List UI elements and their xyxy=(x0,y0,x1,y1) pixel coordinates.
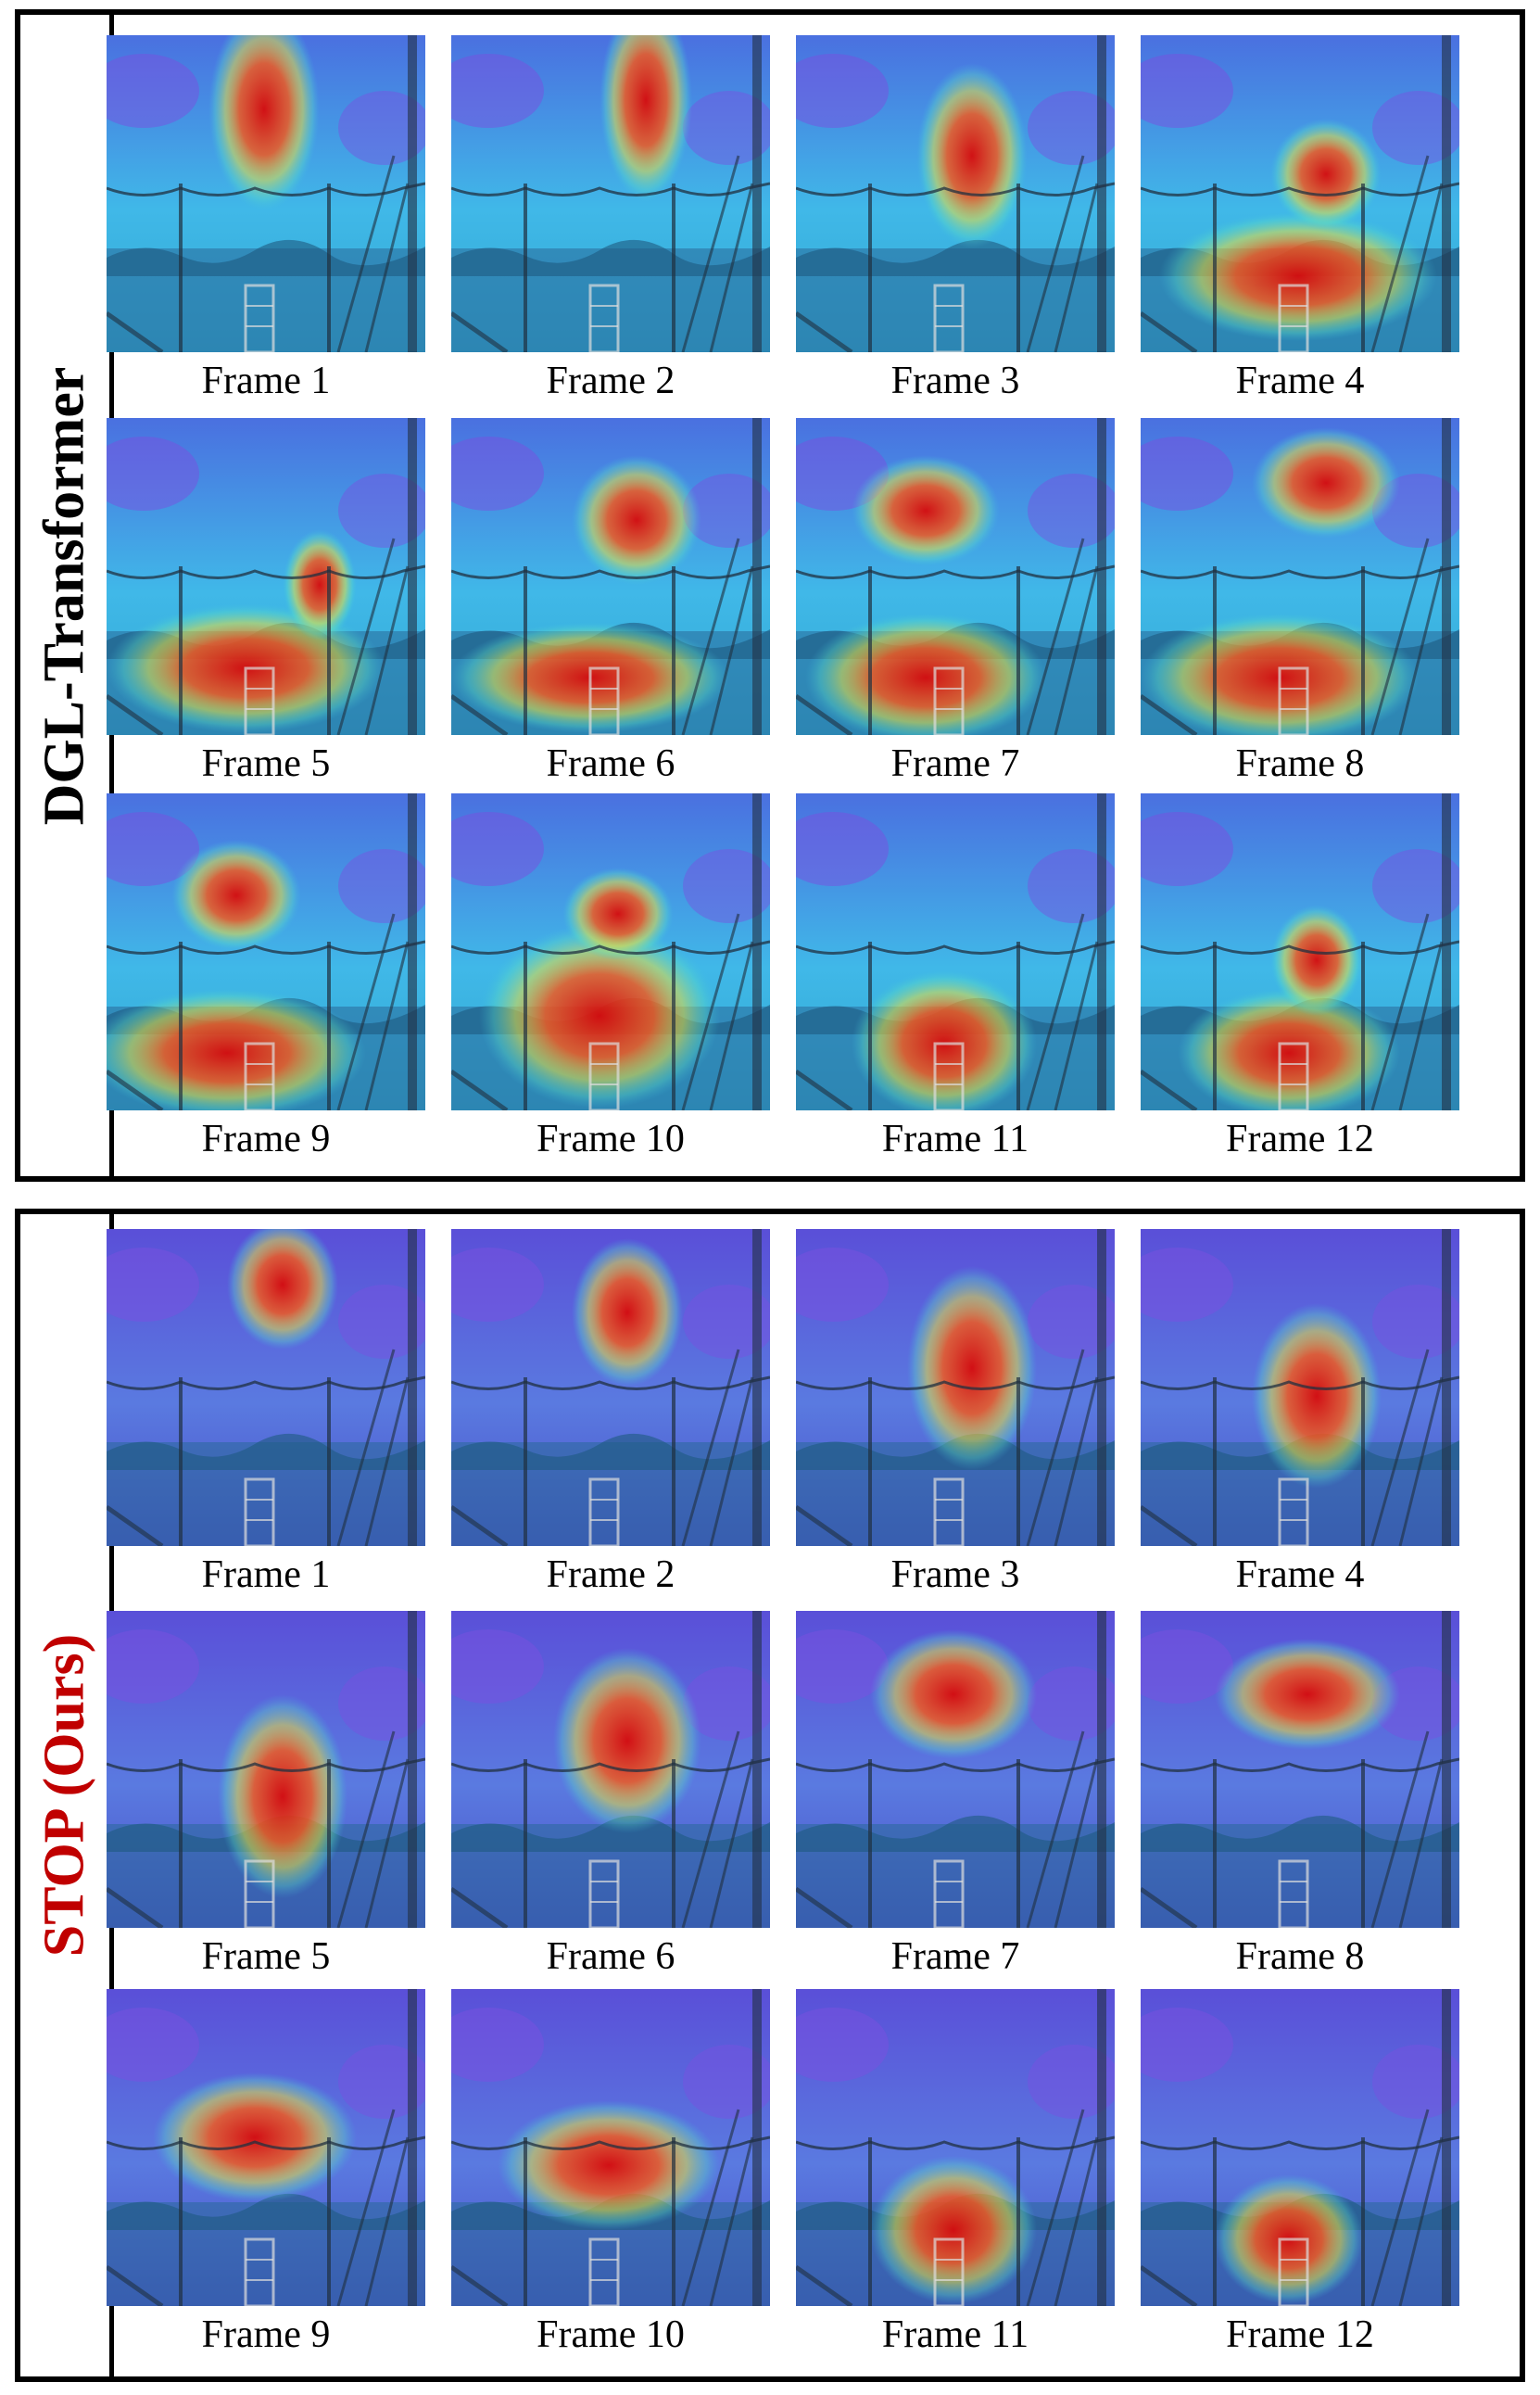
frame-cell: Frame 12 xyxy=(1141,793,1459,1159)
attention-heatmap-image xyxy=(107,1611,425,1928)
frame-cell: Frame 1 xyxy=(107,35,425,400)
attention-heatmap-image xyxy=(1141,1989,1459,2306)
frame-cell: Frame 6 xyxy=(451,418,770,783)
frame-cell: Frame 5 xyxy=(107,418,425,783)
dgl-transformer-panel: DGL-Transformer Frame 1 Frame 2 xyxy=(15,9,1525,1182)
attention-heatmap-image xyxy=(451,1229,770,1546)
frame-cell: Frame 2 xyxy=(451,1229,770,1594)
frame-cell: Frame 9 xyxy=(107,793,425,1159)
attention-heatmap-image xyxy=(451,418,770,735)
frame-caption: Frame 12 xyxy=(1226,1118,1374,1160)
frame-caption: Frame 6 xyxy=(546,742,675,785)
panel-side-label-box: DGL-Transformer xyxy=(20,15,114,1176)
frame-cell: Frame 7 xyxy=(796,418,1115,783)
frame-caption: Frame 8 xyxy=(1235,1935,1365,1978)
frame-caption: Frame 4 xyxy=(1235,1553,1365,1596)
frame-caption: Frame 10 xyxy=(536,1118,685,1160)
frame-caption: Frame 3 xyxy=(890,360,1020,402)
attention-heatmap-image xyxy=(1141,793,1459,1110)
frame-caption: Frame 1 xyxy=(201,360,331,402)
frame-caption: Frame 11 xyxy=(881,1118,1029,1160)
frame-caption: Frame 5 xyxy=(201,742,331,785)
attention-heatmap-image xyxy=(796,1989,1115,2306)
frame-caption: Frame 9 xyxy=(201,2313,331,2356)
frame-cell: Frame 10 xyxy=(451,1989,770,2354)
attention-heatmap-image xyxy=(796,1229,1115,1546)
attention-heatmap-image xyxy=(796,35,1115,352)
frame-caption: Frame 9 xyxy=(201,1118,331,1160)
frame-cell: Frame 4 xyxy=(1141,35,1459,400)
frame-caption: Frame 2 xyxy=(546,1553,675,1596)
frame-caption: Frame 10 xyxy=(536,2313,685,2356)
frame-cell: Frame 8 xyxy=(1141,418,1459,783)
frame-cell: Frame 3 xyxy=(796,35,1115,400)
frame-caption: Frame 11 xyxy=(881,2313,1029,2356)
attention-heatmap-image xyxy=(796,1611,1115,1928)
frame-cell: Frame 7 xyxy=(796,1611,1115,1976)
attention-heatmap-image xyxy=(451,1989,770,2306)
attention-heatmap-image xyxy=(107,793,425,1110)
attention-heatmap-image xyxy=(107,418,425,735)
frame-caption: Frame 5 xyxy=(201,1935,331,1978)
attention-heatmap-image xyxy=(451,793,770,1110)
attention-heatmap-image xyxy=(1141,418,1459,735)
frame-caption: Frame 2 xyxy=(546,360,675,402)
frame-cell: Frame 11 xyxy=(796,1989,1115,2354)
frame-cell: Frame 8 xyxy=(1141,1611,1459,1976)
frame-cell: Frame 12 xyxy=(1141,1989,1459,2354)
method-label-dgl: DGL-Transformer xyxy=(32,366,96,825)
frame-caption: Frame 6 xyxy=(546,1935,675,1978)
attention-heatmap-image xyxy=(107,1989,425,2306)
attention-heatmap-image xyxy=(451,1611,770,1928)
frame-caption: Frame 3 xyxy=(890,1553,1020,1596)
attention-heatmap-image xyxy=(1141,1229,1459,1546)
attention-heatmap-image xyxy=(1141,35,1459,352)
frame-cell: Frame 6 xyxy=(451,1611,770,1976)
attention-heatmap-image xyxy=(451,35,770,352)
attention-heatmap-image xyxy=(107,35,425,352)
frame-cell: Frame 11 xyxy=(796,793,1115,1159)
method-label-stop: STOP (Ours) xyxy=(32,1633,96,1958)
frame-cell: Frame 10 xyxy=(451,793,770,1159)
stop-panel: STOP (Ours) Frame 1 Frame 2 xyxy=(15,1209,1525,2382)
frame-caption: Frame 7 xyxy=(890,1935,1020,1978)
frame-cell: Frame 3 xyxy=(796,1229,1115,1594)
attention-heatmap-image xyxy=(796,793,1115,1110)
frame-caption: Frame 1 xyxy=(201,1553,331,1596)
frame-cell: Frame 4 xyxy=(1141,1229,1459,1594)
frame-caption: Frame 4 xyxy=(1235,360,1365,402)
attention-heatmap-image xyxy=(107,1229,425,1546)
attention-heatmap-image xyxy=(796,418,1115,735)
panel-side-label-box: STOP (Ours) xyxy=(20,1214,114,2376)
frame-cell: Frame 9 xyxy=(107,1989,425,2354)
frame-cell: Frame 5 xyxy=(107,1611,425,1976)
frame-caption: Frame 8 xyxy=(1235,742,1365,785)
frame-cell: Frame 1 xyxy=(107,1229,425,1594)
attention-heatmap-image xyxy=(1141,1611,1459,1928)
frame-caption: Frame 7 xyxy=(890,742,1020,785)
frame-cell: Frame 2 xyxy=(451,35,770,400)
frame-caption: Frame 12 xyxy=(1226,2313,1374,2356)
